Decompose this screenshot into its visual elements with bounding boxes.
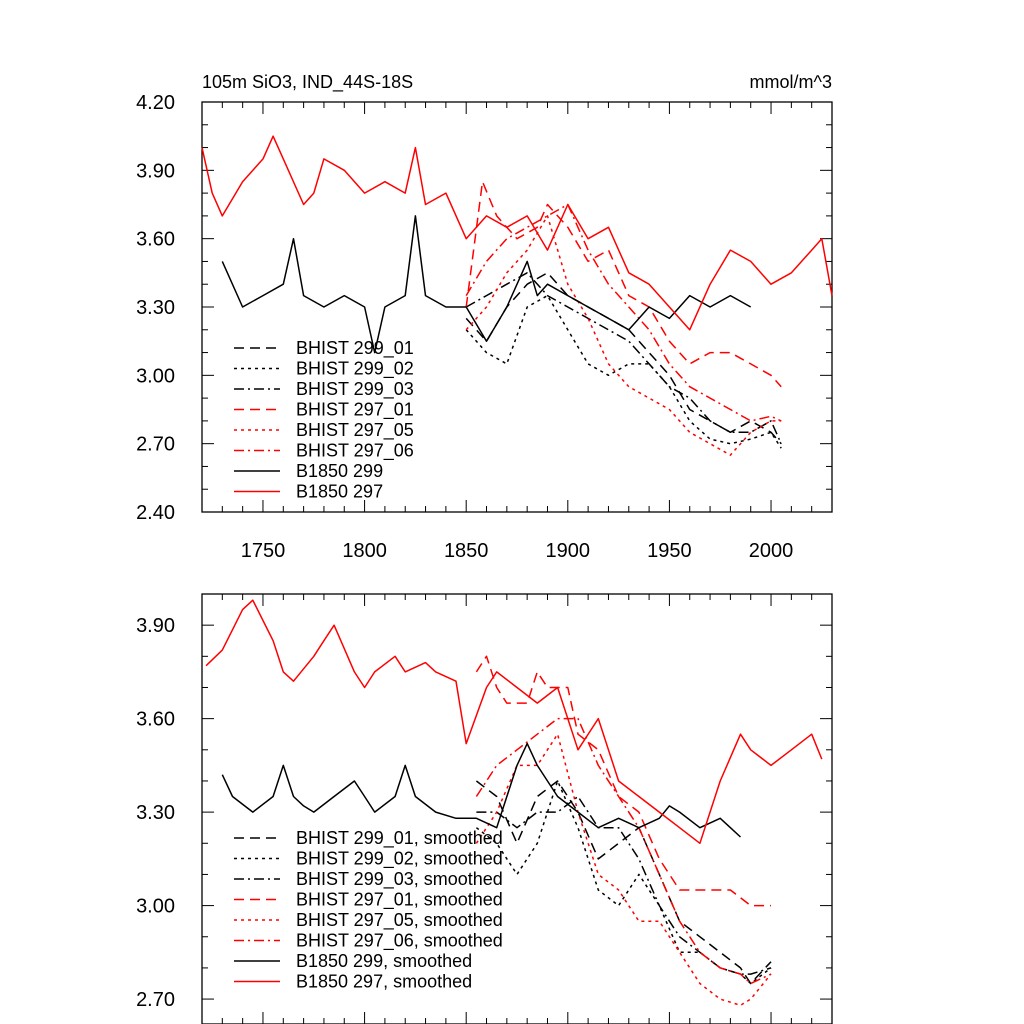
top-y-tick-label: 2.70 — [136, 434, 175, 456]
top-panel: 105m SiO3, IND_44S-18S mmol/m^3 1750 1800… — [136, 72, 833, 562]
bottom-series-line — [476, 795, 772, 975]
top-series-line — [465, 203, 782, 422]
bottom-panel: 2.70 3.00 3.30 3.60 3.90 BHIST 299_01, smoot… — [136, 593, 833, 1024]
bottom-y-tick-label: 3.90 — [136, 615, 175, 637]
top-series-line — [221, 215, 752, 354]
top-y-tick-label: 2.40 — [136, 502, 175, 524]
top-legend-label: BHIST 299_03 — [296, 379, 414, 400]
bottom-series-line — [475, 780, 772, 985]
top-x-tick-label: 2000 — [749, 540, 794, 562]
top-x-axis: 1750 1800 1850 1900 1950 2000 — [201, 102, 833, 562]
bottom-legend-label: BHIST 299_01, smoothed — [296, 828, 503, 849]
bottom-legend-label: B1850 297, smoothed — [296, 972, 472, 992]
top-legend-label: BHIST 299_02 — [296, 359, 414, 380]
top-series-group — [201, 135, 833, 456]
top-y-tick-label: 3.90 — [136, 160, 175, 182]
top-y-axis: 2.40 2.70 3.00 3.30 3.60 3.90 4.20 — [136, 92, 832, 524]
top-y-tick-label: 3.60 — [136, 229, 175, 251]
top-legend-label: B1850 297 — [296, 482, 383, 502]
bottom-series-line — [475, 733, 772, 1007]
top-y-tick-label: 3.00 — [136, 365, 175, 387]
top-legend-label: BHIST 297_05 — [296, 420, 414, 441]
bottom-legend-label: BHIST 297_05, smoothed — [296, 910, 503, 931]
top-legend-label: B1850 299 — [296, 461, 383, 481]
bottom-legend-label: BHIST 299_03, smoothed — [296, 869, 503, 890]
bottom-series-group — [205, 599, 823, 1007]
top-y-tick-label: 3.30 — [136, 297, 175, 319]
bottom-legend-label: BHIST 297_01, smoothed — [296, 890, 503, 911]
bottom-legend-label: B1850 299, smoothed — [296, 951, 472, 971]
top-plot-title: 105m SiO3, IND_44S-18S — [202, 72, 413, 93]
bottom-y-tick-label: 2.70 — [136, 989, 175, 1011]
bottom-y-tick-label: 3.60 — [136, 709, 175, 731]
top-legend-label: BHIST 299_01 — [296, 338, 414, 359]
bottom-series-line — [221, 742, 742, 838]
top-x-tick-label: 1950 — [647, 540, 692, 562]
bottom-x-axis — [201, 594, 833, 1024]
bottom-series-line — [205, 599, 823, 845]
bottom-legend-label: BHIST 297_06, smoothed — [296, 931, 503, 952]
top-x-tick-label: 1900 — [546, 540, 591, 562]
top-series-line — [465, 180, 782, 388]
top-series-line — [201, 135, 833, 331]
bottom-y-tick-label: 3.00 — [136, 896, 175, 918]
top-x-tick-label: 1750 — [241, 540, 286, 562]
bottom-plot-frame — [201, 593, 833, 1024]
bottom-legend-label: BHIST 299_02, smoothed — [296, 849, 503, 870]
bottom-series-line — [475, 780, 772, 985]
top-series-line — [465, 294, 782, 449]
bottom-y-tick-label: 3.30 — [136, 802, 175, 824]
bottom-y-axis: 2.70 3.00 3.30 3.60 3.90 — [136, 593, 832, 1011]
top-x-tick-label: 1850 — [444, 540, 489, 562]
top-y-tick-label: 4.20 — [136, 92, 175, 114]
bottom-series-line — [475, 655, 771, 907]
bottom-series-line — [475, 717, 772, 985]
top-legend-label: BHIST 297_01 — [296, 400, 414, 421]
top-plot-units: mmol/m^3 — [750, 72, 832, 92]
top-legend-label: BHIST 297_06 — [296, 441, 414, 462]
top-x-tick-label: 1800 — [342, 540, 387, 562]
